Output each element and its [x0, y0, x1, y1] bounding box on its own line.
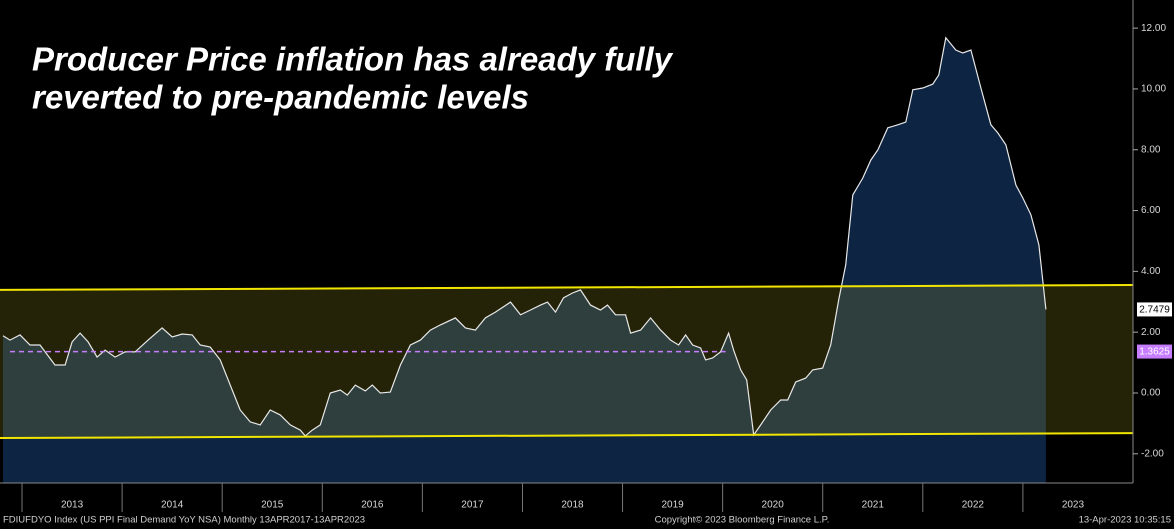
- last-value-label: 2.7479: [1139, 305, 1170, 316]
- x-tick-label: 2017: [461, 500, 484, 511]
- x-tick-label: 2016: [361, 500, 384, 511]
- y-tick-label: 8.00: [1141, 144, 1161, 155]
- plot-area: [0, 36, 1133, 483]
- last-value-box: [1137, 302, 1172, 317]
- y-tick-label: 10.00: [1141, 84, 1166, 95]
- x-tick-label: 2022: [962, 500, 985, 511]
- x-tick-label: 2020: [762, 500, 785, 511]
- y-tick-label: 12.00: [1141, 23, 1166, 34]
- x-tick-label: 2015: [261, 500, 284, 511]
- y-tick-label: -2.00: [1141, 448, 1164, 459]
- y-tick-label: 0.00: [1141, 388, 1161, 399]
- y-tick-label: 2.00: [1141, 327, 1161, 338]
- x-tick-label: 2018: [561, 500, 584, 511]
- channel-line: [0, 284, 1133, 291]
- x-tick-label: 2023: [1062, 500, 1085, 511]
- x-tick-label: 2019: [661, 500, 684, 511]
- y-tick-label: 6.00: [1141, 205, 1161, 216]
- footer-left: FDIUFDYO Index (US PPI Final Demand YoY …: [3, 515, 365, 526]
- x-tick-label: 2021: [862, 500, 885, 511]
- average-value-label: 1.3625: [1139, 347, 1170, 358]
- x-tick-label: 2014: [161, 500, 184, 511]
- footer-center: Copyright© 2023 Bloomberg Finance L.P.: [655, 515, 830, 526]
- average-value-box: [1137, 344, 1172, 359]
- footer-right: 13-Apr-2023 10:35:15: [1079, 515, 1171, 526]
- chart-title: reverted to pre-pandemic levels: [32, 79, 529, 116]
- x-tick-label: 2013: [61, 500, 84, 511]
- channel-band: [0, 285, 1133, 438]
- channel-line: [0, 432, 1133, 439]
- series-line: [2, 36, 1047, 437]
- y-tick-label: 4.00: [1141, 266, 1161, 277]
- chart-title: Producer Price inflation has already ful…: [32, 41, 674, 78]
